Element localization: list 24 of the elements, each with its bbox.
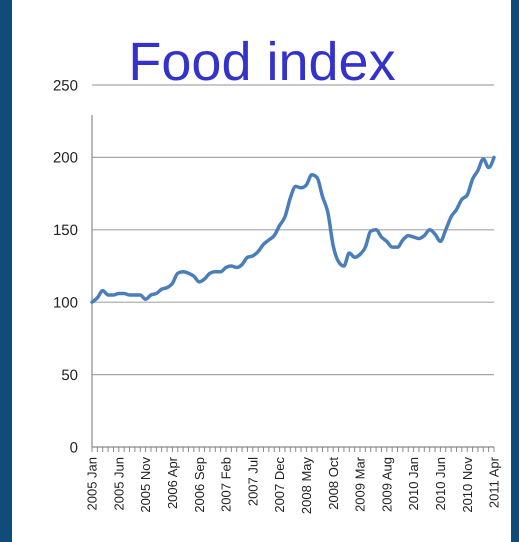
x-tick-label: 2009 Aug — [379, 457, 394, 512]
x-tick-label: 2008 Oct — [326, 456, 341, 510]
y-tick-label: 100 — [52, 294, 78, 312]
line-series — [90, 156, 496, 304]
x-tick-label: 2010 Nov — [460, 456, 475, 513]
x-tick-label: 2008 May — [298, 456, 314, 514]
y-tick-label: 200 — [52, 150, 78, 167]
x-tick-label: 2010 Jan — [406, 457, 422, 510]
x-tick-label: 2006 Apr — [164, 456, 180, 510]
x-tick-label: 2007 Dec — [272, 456, 288, 513]
chart-title: Food index — [128, 32, 396, 92]
x-tick-label: 2011 Apr — [486, 456, 502, 508]
x-tick-label: 2005 Jun — [111, 457, 126, 510]
x-tick-label: 2010 Jun — [432, 457, 448, 510]
x-tick-label: 2005 Nov — [138, 456, 154, 513]
x-tick-label: 2005 Jan — [84, 457, 100, 510]
y-tick-label: 50 — [61, 366, 78, 384]
x-tick-label: 2007 Jul — [245, 456, 260, 506]
x-tick-label: 2009 Mar — [352, 456, 368, 512]
y-tick-label: 150 — [52, 222, 78, 240]
x-tick-label: 2007 Feb — [218, 457, 234, 512]
y-tick-label: 0 — [70, 439, 78, 456]
y-tick-label: 250 — [52, 77, 78, 94]
x-tick-label: 2006 Sep — [192, 457, 207, 513]
